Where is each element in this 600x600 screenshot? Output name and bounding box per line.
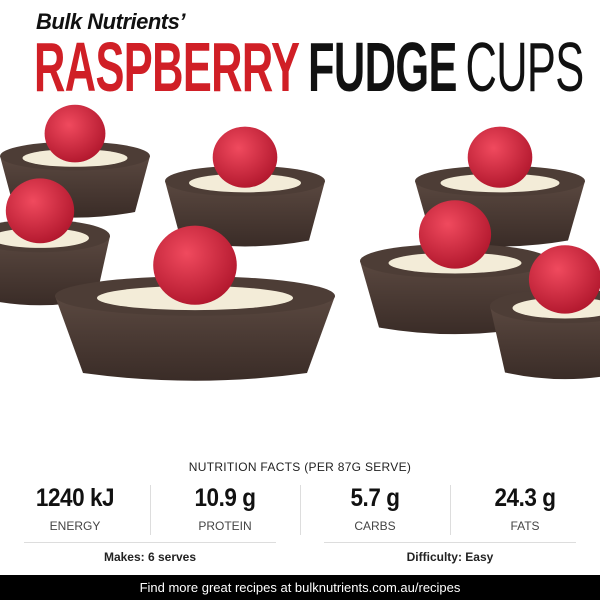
protein-label: PROTEIN: [198, 519, 252, 533]
makes-serves: Makes: 6 serves: [103, 550, 197, 564]
stat-carbs: 5.7 g CARBS: [300, 484, 450, 533]
fats-label: FATS: [510, 519, 540, 533]
divider: [450, 485, 451, 535]
recipe-photo: [0, 104, 600, 381]
raspberry: [212, 126, 278, 188]
stat-energy: 1240 kJ ENERGY: [0, 484, 150, 533]
raspberry: [528, 245, 600, 314]
title-cups: CUPS: [465, 28, 584, 106]
raspberry: [418, 200, 492, 269]
divider: [24, 542, 276, 543]
divider: [300, 485, 301, 535]
raspberry: [5, 178, 75, 244]
recipe-title: RASPBERRY FUDGE CUPS: [34, 32, 584, 102]
fats-value: 24.3 g: [494, 484, 556, 512]
raspberry: [44, 104, 106, 163]
nutrition-facts-title: NUTRITION FACTS (PER 87G SERVE): [188, 460, 412, 474]
title-raspberry: RASPBERRY: [34, 28, 300, 106]
raspberry: [467, 126, 533, 188]
stat-protein: 10.9 g PROTEIN: [150, 484, 300, 533]
energy-label: ENERGY: [49, 519, 101, 533]
raspberry: [153, 225, 237, 305]
title-fudge: FUDGE: [307, 28, 457, 106]
difficulty: Difficulty: Easy: [406, 550, 494, 564]
divider: [324, 542, 576, 543]
divider: [150, 485, 151, 535]
stat-fats: 24.3 g FATS: [450, 484, 600, 533]
fudge-cup: [490, 306, 600, 380]
carbs-value: 5.7 g: [350, 484, 400, 512]
energy-value: 1240 kJ: [35, 484, 115, 512]
footer-link-banner[interactable]: Find more great recipes at bulknutrients…: [0, 575, 600, 600]
fudge-cup: [55, 296, 335, 381]
protein-value: 10.9 g: [194, 484, 256, 512]
brand-name: Bulk Nutrients’: [36, 9, 185, 34]
carbs-label: CARBS: [354, 519, 396, 533]
